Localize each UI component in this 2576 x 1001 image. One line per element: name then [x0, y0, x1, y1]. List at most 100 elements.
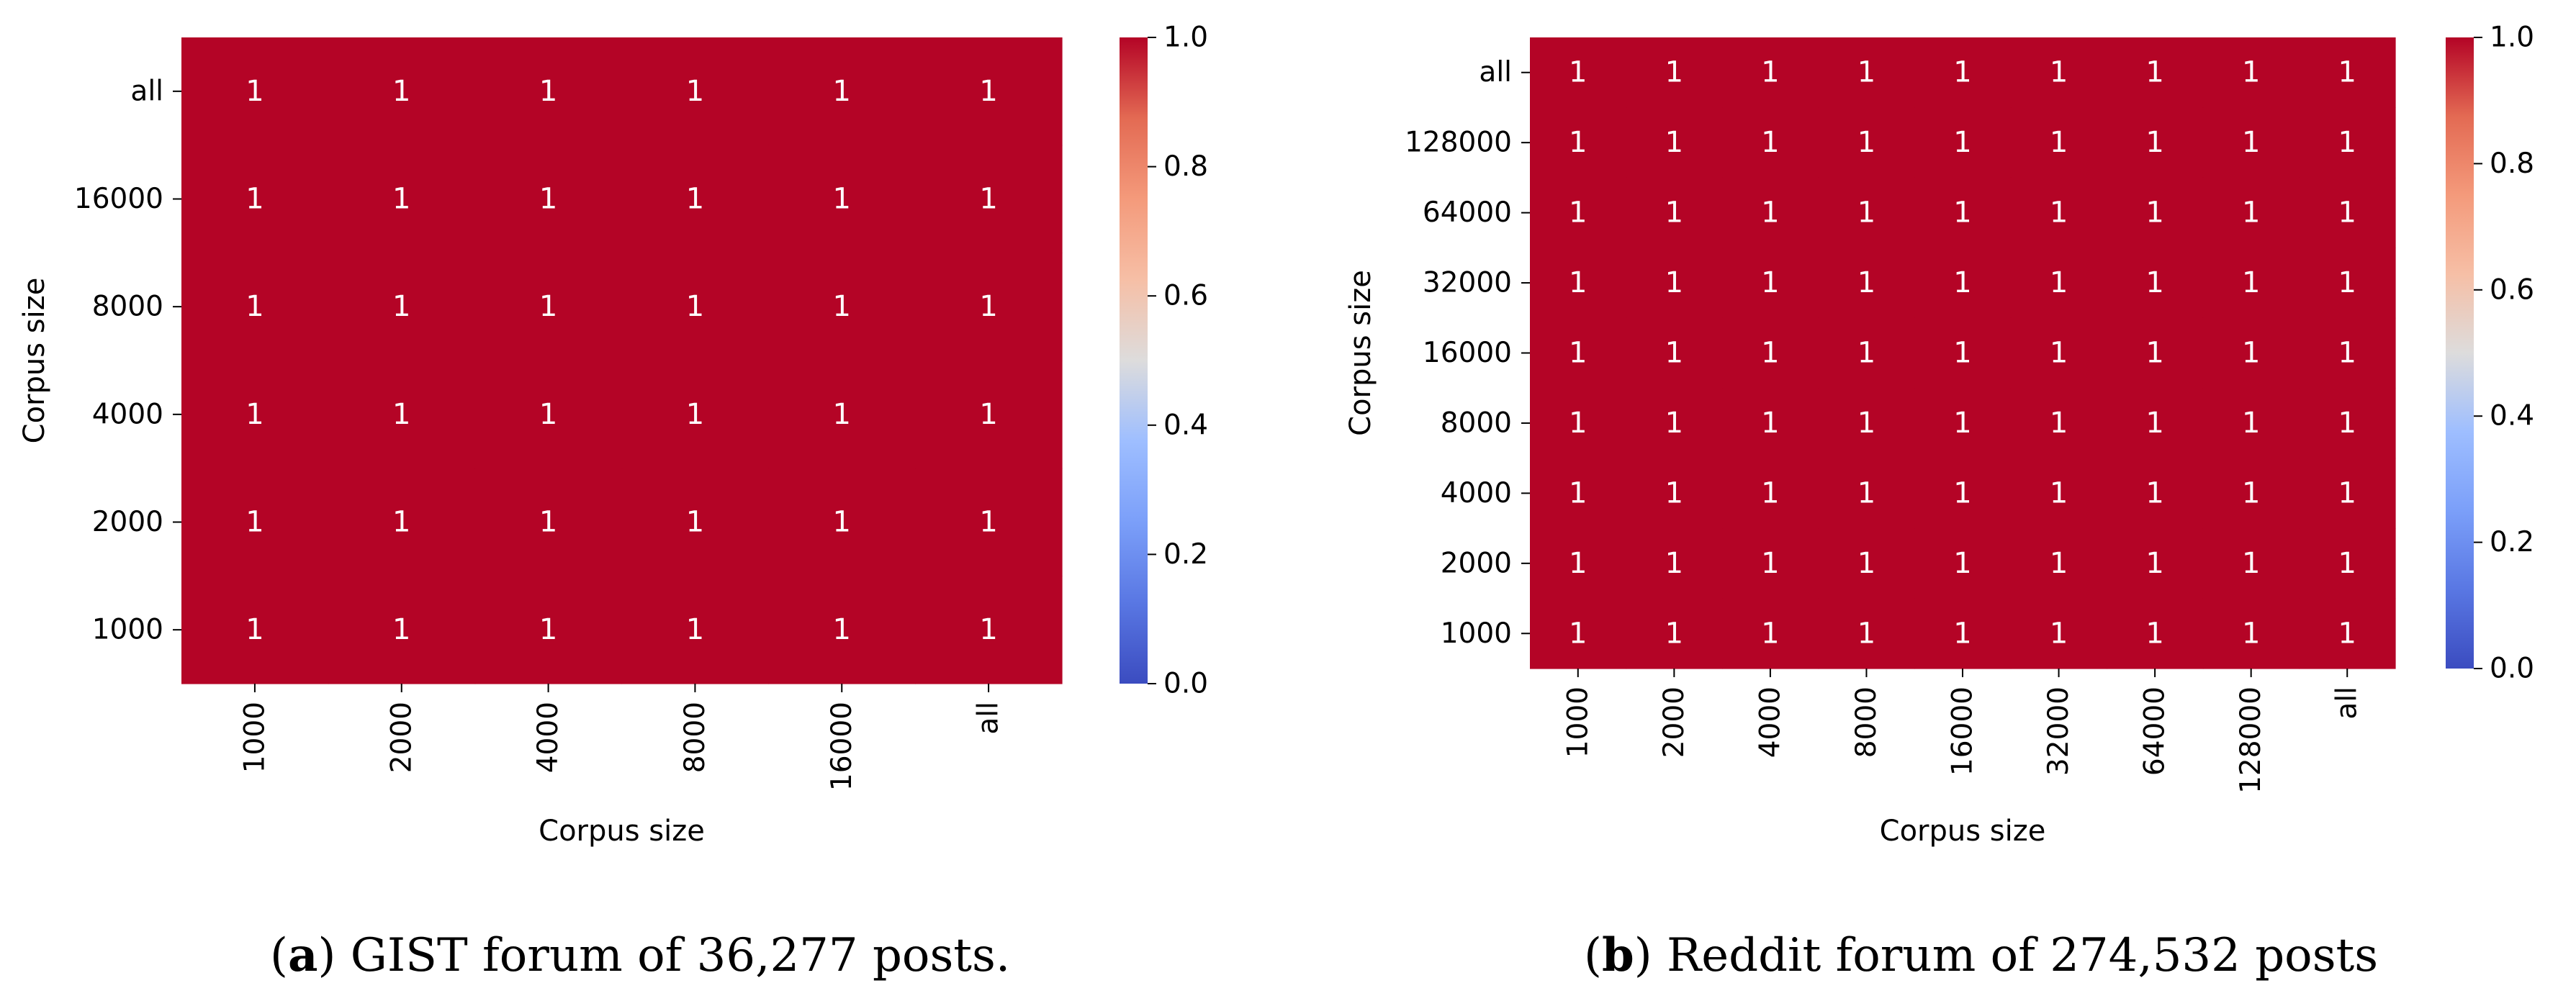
heatmap-a-value-1-5: 1	[979, 183, 997, 216]
heatmap-a-value-3-3: 1	[686, 398, 704, 431]
heatmap-b-cell-4-1	[1626, 317, 1723, 389]
caption-b: (b) Reddit forum of 274,532 posts	[1584, 928, 2378, 982]
heatmap-a-cell-0-0	[181, 37, 329, 146]
heatmap-b-cell-6-6	[2107, 458, 2204, 529]
y-tick-label-b-7: 2000	[1441, 547, 1512, 579]
heatmap-b-cell-2-6	[2107, 177, 2204, 248]
heatmap-b-cell-5-5	[2010, 388, 2107, 459]
heatmap-a-value-2-3: 1	[686, 290, 704, 323]
heatmap-b-value-4-4: 1	[1953, 337, 1971, 370]
heatmap-b-value-1-3: 1	[1857, 126, 1875, 159]
heatmap-b-value-1-1: 1	[1665, 126, 1683, 159]
heatmap-a-value-0-4: 1	[833, 75, 851, 108]
colorbar-tick-label-b-5: 1.0	[2490, 22, 2534, 54]
heatmap-b-value-4-8: 1	[2338, 337, 2356, 370]
heatmap-a-value-4-4: 1	[833, 506, 851, 539]
heatmap-b-cell-8-5	[2010, 598, 2107, 669]
heatmap-b-cell-4-5	[2010, 317, 2107, 389]
heatmap-a-cell-4-2	[474, 468, 623, 576]
heatmap-b-cell-2-3	[1818, 177, 1915, 248]
heatmap-b-cell-4-2	[1722, 317, 1819, 389]
heatmap-a-value-5-5: 1	[979, 613, 997, 646]
heatmap-a-value-1-1: 1	[392, 183, 410, 216]
heatmap-a-value-3-0: 1	[246, 398, 264, 431]
heatmap-a-value-1-2: 1	[539, 183, 557, 216]
heatmap-b-value-2-4: 1	[1953, 196, 1971, 230]
heatmap-a-cell-4-3	[621, 468, 769, 576]
heatmap-b-cell-2-4	[1914, 177, 2012, 248]
heatmap-b-cell-7-2	[1722, 528, 1819, 599]
x-tick-label-b-8: all	[2331, 687, 2364, 720]
heatmap-b-value-4-5: 1	[2050, 337, 2068, 370]
colorbar-tick-label-a-1: 0.2	[1163, 538, 1208, 571]
heatmap-b-value-2-3: 1	[1857, 196, 1875, 230]
heatmap-b-value-0-1: 1	[1665, 56, 1683, 89]
heatmap-b-cell-1-4	[1914, 107, 2012, 178]
heatmap-b-value-6-7: 1	[2242, 476, 2260, 509]
y-tick-label-a-3: 4000	[92, 398, 163, 430]
heatmap-a-cell-0-4	[768, 37, 916, 146]
heatmap-b-cell-6-5	[2010, 458, 2107, 529]
heatmap-b-value-1-6: 1	[2145, 126, 2163, 159]
heatmap-a-cell-1-5	[915, 145, 1063, 253]
heatmap-b-value-3-5: 1	[2050, 266, 2068, 299]
heatmap-a-cell-2-0	[181, 253, 329, 361]
heatmap-a-value-5-1: 1	[392, 613, 410, 646]
heatmap-b-cell-5-4	[1914, 388, 2012, 459]
heatmap-b-cell-8-1	[1626, 598, 1723, 669]
heatmap-b-cell-5-3	[1818, 388, 1915, 459]
heatmap-b-value-5-6: 1	[2145, 407, 2163, 440]
heatmap-chart-b: 1 1 1 1 1 1 1 1 1 1 1 1 1 1 1 1 1 1 1 1 1 1 1 1 1 1 1 1 1 1 1 1 1 1 1 1 1 1 1 1…	[1344, 22, 2534, 848]
heatmap-b-cell-1-5	[2010, 107, 2107, 178]
heatmap-b-value-3-7: 1	[2242, 266, 2260, 299]
heatmap-b-value-6-0: 1	[1569, 476, 1587, 509]
heatmap-b-cell-7-7	[2202, 528, 2300, 599]
heatmap-b-value-7-7: 1	[2242, 547, 2260, 580]
heatmap-b-cell-5-7	[2202, 388, 2300, 459]
heatmap-b-cell-5-2	[1722, 388, 1819, 459]
heatmap-a-cell-0-3	[621, 37, 769, 146]
heatmap-b-cell-5-6	[2107, 388, 2204, 459]
heatmap-chart-a: 1 1 1 1 1 1 1 1 1 1 1 1 1 1 1 1 1 1 1 1 1 1 1 1 1 1 1 1 1 1 1 1 1 1 1 1 all 1…	[18, 22, 1208, 848]
heatmap-b-value-8-0: 1	[1569, 617, 1587, 650]
heatmap-a-value-0-3: 1	[686, 75, 704, 108]
x-tick-label-a-2: 4000	[532, 702, 564, 773]
heatmap-b-value-6-4: 1	[1953, 476, 1971, 509]
heatmap-a-value-2-5: 1	[979, 290, 997, 323]
heatmap-a-value-5-4: 1	[833, 613, 851, 646]
heatmap-a-cell-5-2	[474, 576, 623, 684]
heatmap-b-cell-0-3	[1818, 37, 1915, 109]
heatmap-b-cell-3-1	[1626, 248, 1723, 319]
colorbar-tick-label-b-1: 0.2	[2490, 526, 2534, 558]
heatmap-a-value-5-2: 1	[539, 613, 557, 646]
heatmap-a-value-1-3: 1	[686, 183, 704, 216]
colorbar-tick-label-b-2: 0.4	[2490, 400, 2534, 432]
heatmap-b-value-3-2: 1	[1761, 266, 1779, 299]
heatmap-b-cell-7-1	[1626, 528, 1723, 599]
heatmap-b-cell-3-3	[1818, 248, 1915, 319]
heatmap-a-cell-1-3	[621, 145, 769, 253]
caption-b-text: Reddit forum of 274,532 posts	[1652, 929, 2379, 982]
heatmap-b-cell-1-8	[2299, 107, 2396, 178]
heatmap-b-value-6-5: 1	[2050, 476, 2068, 509]
heatmap-b-value-6-6: 1	[2145, 476, 2163, 509]
heatmap-b-value-8-2: 1	[1761, 617, 1779, 650]
caption-a: (a) GIST forum of 36,277 posts.	[270, 928, 1010, 982]
y-tick-label-b-6: 4000	[1441, 477, 1512, 509]
heatmap-b-value-4-6: 1	[2145, 337, 2163, 370]
heatmap-b-cell-8-6	[2107, 598, 2204, 669]
heatmap-b-cell-3-7	[2202, 248, 2300, 319]
heatmap-b-value-3-3: 1	[1857, 266, 1875, 299]
y-axis-label-b: Corpus size	[1344, 270, 1377, 436]
heatmap-a-cell-2-3	[621, 253, 769, 361]
colorbar-tick-label-a-5: 1.0	[1163, 22, 1208, 54]
heatmap-b-value-8-7: 1	[2242, 617, 2260, 650]
heatmap-b-cell-0-2	[1722, 37, 1819, 109]
heatmap-a-cell-5-1	[328, 576, 476, 684]
heatmap-b-value-8-5: 1	[2050, 617, 2068, 650]
heatmap-b-cell-0-0	[1530, 37, 1627, 109]
x-tick-label-b-4: 16000	[1947, 687, 1979, 776]
heatmap-a-cell-3-1	[328, 361, 476, 469]
x-tick-label-b-5: 32000	[2043, 687, 2075, 776]
